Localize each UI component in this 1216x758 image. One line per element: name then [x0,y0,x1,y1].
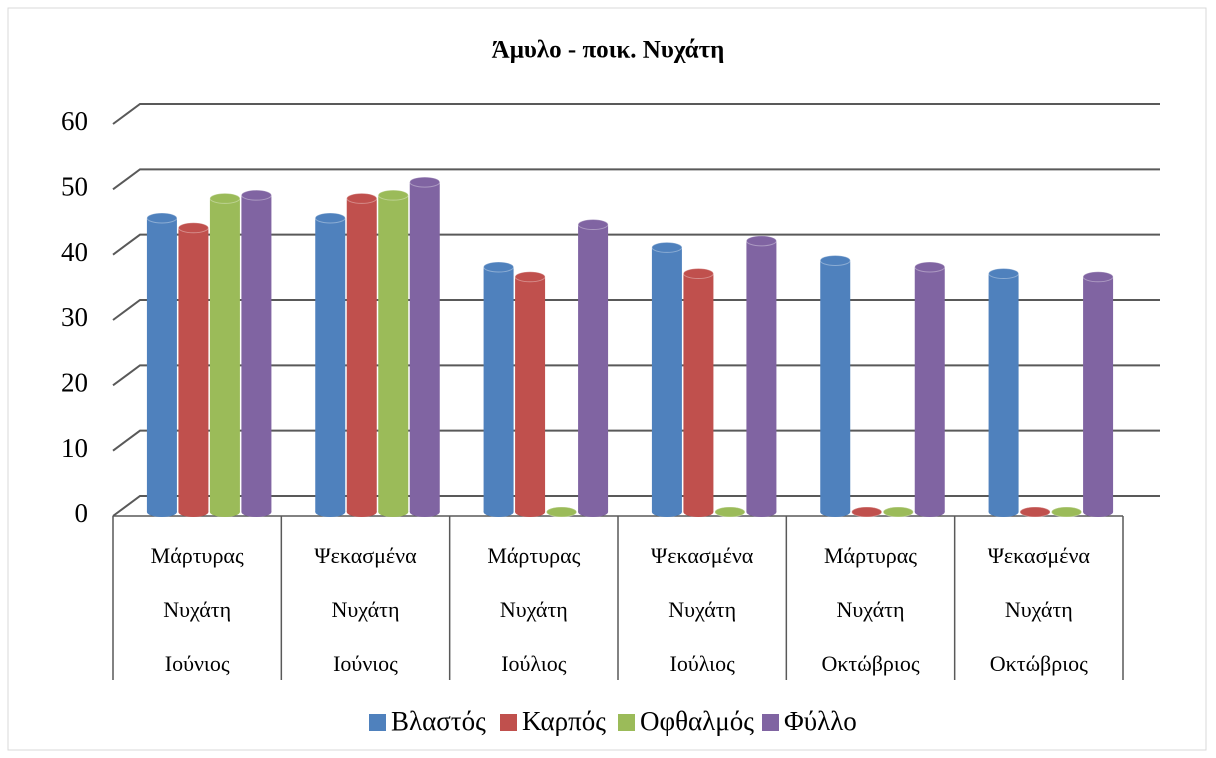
bar [409,182,440,513]
bar [651,247,682,512]
grid-line [112,364,1160,387]
bar-top [682,268,714,280]
chart-title: Άμυλο - ποικ. Νυχάτη [492,37,725,64]
bar [378,195,409,512]
bar [746,240,777,512]
bar [241,195,272,512]
legend-swatch [618,714,635,731]
x-tick-label: Μάρτυρας [151,543,244,568]
bar-top [240,189,272,201]
chart-border [7,7,1207,751]
x-tick-label: Οκτώβριος [990,651,1088,676]
legend-label: Οφθαλμός [640,706,754,736]
grid-line [112,103,1160,125]
bar [914,267,945,512]
x-tick-label: Μάρτυρας [824,543,917,568]
bar [515,276,546,512]
bar-top [346,192,378,204]
x-tick-label: Νυχάτη [163,597,231,622]
bar [346,198,377,512]
y-tick-label: 30 [61,302,88,332]
grid-line [112,495,1160,517]
bar [178,227,209,513]
bar-top [377,189,409,201]
bar-top [882,506,914,518]
x-tick-label: Νυχάτη [1005,597,1073,622]
y-tick-label: 60 [61,106,88,136]
x-tick-label: Οκτώβριος [821,651,919,676]
bar-top [1082,271,1114,283]
bar [820,260,851,512]
bar-top [546,506,578,518]
bar-top [483,261,515,273]
x-tick-label: Νυχάτη [332,597,400,622]
x-tick-label: Ιούνιος [165,651,230,676]
x-tick-label: Μάρτυρας [487,543,580,568]
legend-label: Φύλλο [784,706,857,736]
bar-top [146,212,178,224]
x-tick-label: Νυχάτη [668,597,736,622]
bar [146,218,177,512]
bar-top [409,176,441,188]
bar-top [851,506,883,518]
legend-swatch [500,714,517,731]
bar [483,267,514,512]
bar-top [714,506,746,518]
grid-line [112,233,1160,256]
x-tick-label: Ιούλιος [501,651,567,676]
bar-top [514,271,546,283]
bar [988,273,1019,512]
x-tick-label: Ψεκασμένα [651,543,754,568]
legend-label: Βλαστός [391,706,486,736]
bar [1083,276,1114,512]
x-tick-label: Ψεκασμένα [988,543,1091,568]
legend-swatch [762,714,779,731]
bar-top [314,212,346,224]
y-tick-label: 0 [75,498,89,528]
bar [683,273,714,512]
bar-top [1019,506,1051,518]
x-tick-label: Ψεκασμένα [314,543,417,568]
x-tick-label: Νυχάτη [500,597,568,622]
grid-line [112,429,1160,452]
bar [315,218,346,512]
x-tick-label: Νυχάτη [837,597,905,622]
y-tick-label: 40 [61,237,88,267]
y-tick-label: 20 [61,368,88,398]
bar [209,198,240,512]
bar-top [177,222,209,234]
legend-swatch [369,714,386,731]
bar-top [651,241,683,253]
grid-line [112,168,1160,191]
bar-top [914,261,946,273]
grid-line [112,299,1160,321]
bar-top [988,268,1020,280]
bar-top [745,235,777,247]
bar-top [577,219,609,231]
legend-label: Καρπός [522,706,606,736]
bar-top [819,254,851,266]
bar-top [209,192,241,204]
y-tick-label: 10 [61,433,88,463]
x-tick-label: Ιούλιος [670,651,736,676]
y-tick-label: 50 [61,172,88,202]
bar [578,224,609,513]
bar-top [1051,506,1083,518]
x-tick-label: Ιούνιος [333,651,398,676]
